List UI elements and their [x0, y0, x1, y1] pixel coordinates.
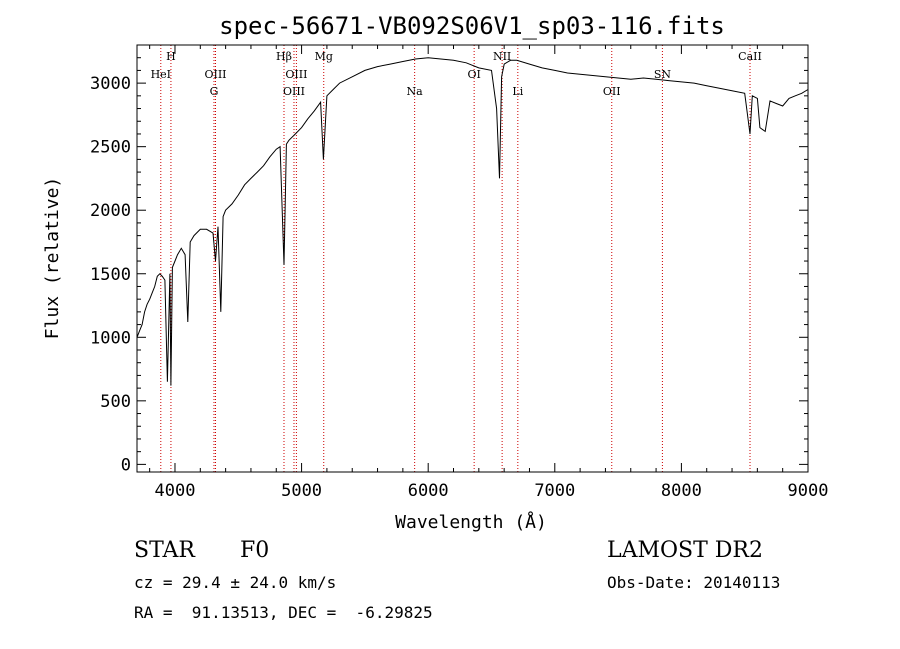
line-label: Hβ — [276, 50, 292, 63]
x-axis-label: Wavelength (Å) — [395, 511, 547, 533]
y-tick-label: 1000 — [90, 328, 131, 348]
x-tick-label: 5000 — [281, 481, 322, 501]
line-label: OII — [603, 85, 621, 98]
line-label: OIII — [285, 68, 307, 81]
line-label: OIII — [204, 68, 226, 81]
plot-area — [136, 57, 809, 386]
y-axis-label: Flux (relative) — [42, 177, 63, 340]
x-tick-label: 6000 — [408, 481, 449, 501]
line-label: HeI — [151, 68, 171, 81]
coordinates-text: RA = 91.13513, DEC = -6.29825 — [134, 603, 433, 622]
x-tick-label: 9000 — [788, 481, 829, 501]
line-label: OI — [467, 68, 480, 81]
line-label: Mg — [315, 50, 333, 63]
y-tick-label: 500 — [100, 392, 131, 412]
plot-frame — [136, 44, 809, 473]
obs-date-text: Obs-Date: 20140113 — [607, 573, 781, 592]
y-tick-label: 2500 — [90, 138, 131, 158]
line-label: SN — [654, 68, 672, 81]
x-tick-label: 8000 — [661, 481, 702, 501]
axes: 4000 5000 6000 7000 8000 9000 0 500 1000 1500 2000… — [90, 44, 829, 501]
y-tick-label: 1500 — [90, 265, 131, 285]
line-label: CaII — [738, 50, 762, 63]
y-tick-label: 3000 — [90, 74, 131, 94]
chart-title: spec-56671-VB092S06V1_sp03-116.fits — [219, 12, 725, 40]
line-label: H — [166, 50, 176, 63]
line-label: NII — [493, 50, 511, 63]
survey-label: LAMOST DR2 — [607, 538, 763, 563]
line-label: Li — [512, 85, 523, 98]
y-tick-label: 2000 — [90, 201, 131, 221]
y-tick-label: 0 — [121, 455, 131, 475]
spectral-line-markers: HeI H OIII G Hβ OIII OIII Mg Na OI NII Li OII SN CaII — [151, 45, 762, 472]
line-label: Na — [407, 85, 424, 98]
line-label: G — [210, 85, 219, 98]
x-tick-label: 4000 — [155, 481, 196, 501]
line-label: OIII — [283, 85, 305, 98]
spectrum-line — [136, 57, 809, 386]
redshift-text: cz = 29.4 ± 24.0 km/s — [134, 573, 337, 592]
subclass: F0 — [240, 538, 270, 563]
x-tick-label: 7000 — [534, 481, 575, 501]
object-class: STAR — [134, 538, 195, 563]
